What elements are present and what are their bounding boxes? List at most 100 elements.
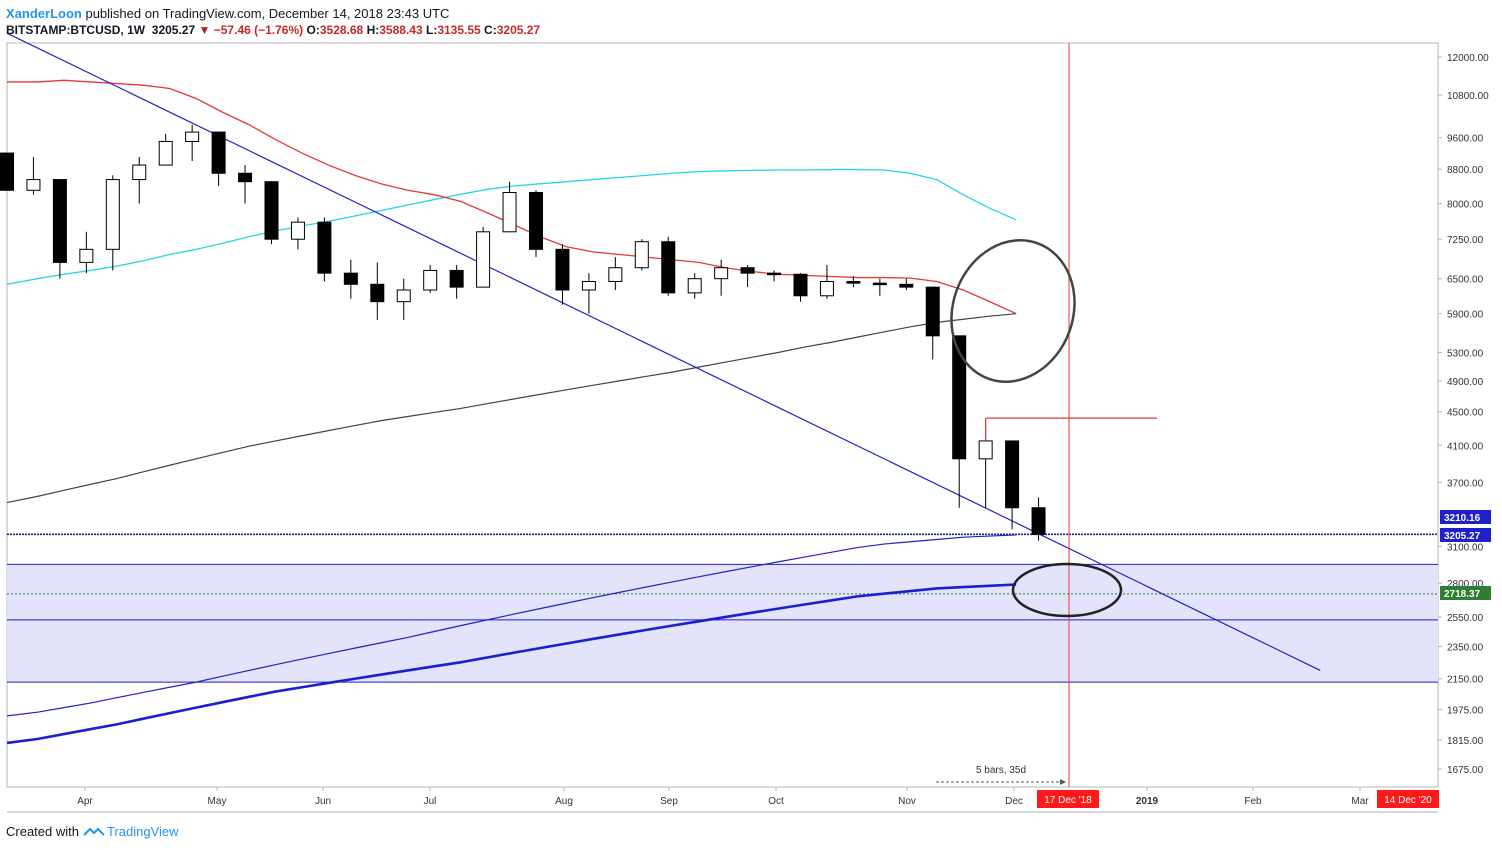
candle	[608, 257, 623, 290]
time-label-bg	[1377, 790, 1439, 808]
candle-body	[290, 221, 305, 240]
publish-header: XanderLoon published on TradingView.com,…	[6, 5, 449, 22]
price-label-bg	[1440, 586, 1491, 600]
time-axis: Apr May Jun Jul Aug Sep Oct Nov Dec 2019 Feb Mar	[77, 787, 1369, 807]
candle-body	[211, 131, 226, 174]
created-with-label: Created with	[6, 824, 79, 839]
candle-body	[502, 191, 517, 233]
candle	[79, 231, 94, 274]
time-label-text: 14 Dec '20	[1384, 795, 1432, 806]
candle	[317, 217, 332, 282]
low-value: 3135.55	[437, 23, 481, 37]
last-price: 3205.27	[151, 23, 196, 37]
price-label-text: 3205.27	[1444, 531, 1481, 542]
author-name[interactable]: XanderLoon	[6, 6, 82, 21]
candle-body	[105, 179, 120, 250]
price-tick-label: 9600.00	[1447, 134, 1484, 145]
candle-body	[1031, 507, 1046, 535]
candle	[343, 259, 358, 299]
price-tick-label: 2550.00	[1447, 613, 1484, 624]
candle	[687, 273, 702, 299]
candle-body	[899, 283, 914, 288]
candle-body	[846, 280, 861, 284]
candle-body	[52, 179, 67, 263]
price-tick-label: 1815.00	[1447, 736, 1484, 747]
candle-body	[396, 289, 411, 303]
price-tick-label: 6500.00	[1447, 275, 1484, 286]
footer: Created with TradingView	[6, 824, 179, 839]
candle	[449, 265, 464, 299]
candle	[740, 265, 755, 288]
candle-body	[925, 286, 940, 337]
ma-blue-thick-line	[6, 583, 1017, 745]
price-tick-label: 10800.00	[1447, 91, 1489, 102]
price-tick-label: 3100.00	[1447, 542, 1484, 553]
price-label-tag: 3210.16	[1440, 510, 1491, 524]
candle	[264, 181, 279, 245]
time-tick-label: Mar	[1351, 796, 1369, 807]
candle	[185, 124, 200, 162]
candle	[502, 181, 517, 233]
candle-body	[423, 269, 438, 291]
plot-frame	[6, 42, 1439, 788]
price-tick-label: 2800.00	[1447, 579, 1484, 590]
candle	[925, 286, 940, 360]
candle-body	[132, 164, 147, 181]
candle-body	[714, 267, 729, 280]
candle-body	[952, 335, 967, 460]
price-label-text: 2718.37	[1444, 589, 1481, 600]
price-tick-label: 1975.00	[1447, 705, 1484, 716]
candle	[767, 270, 782, 282]
candle	[529, 190, 543, 258]
price-tick-label: 1675.00	[1447, 765, 1484, 776]
price-label-text: 3210.16	[1444, 513, 1481, 524]
candle	[714, 259, 729, 296]
measure-arrow-icon	[1060, 779, 1066, 785]
price-label-bg	[1440, 528, 1491, 542]
price-tick-label: 8000.00	[1447, 200, 1484, 211]
candle-body	[238, 172, 253, 183]
time-tick-label: May	[208, 796, 227, 807]
candle	[819, 265, 834, 299]
candle	[899, 278, 914, 290]
low-label: L:	[425, 23, 438, 37]
tradingview-logo-icon	[83, 827, 105, 836]
candle-body	[476, 231, 491, 288]
candle	[846, 275, 861, 288]
candle	[661, 236, 676, 296]
price-label-bg	[1440, 510, 1491, 524]
support-zone	[7, 564, 1438, 683]
candle-body	[449, 269, 464, 288]
time-label-tag: 14 Dec '20	[1377, 790, 1439, 808]
candle	[396, 278, 411, 320]
candle	[52, 179, 67, 279]
price-tick-label: 4100.00	[1447, 441, 1484, 452]
candle-body	[529, 191, 543, 250]
candle-body	[740, 267, 755, 274]
candle-body	[634, 241, 649, 269]
candle-body	[0, 152, 14, 191]
price-label-tag: 3205.27	[1440, 528, 1491, 542]
candle	[370, 262, 385, 320]
candle-body	[1005, 440, 1020, 509]
candle-body	[581, 280, 596, 291]
candle	[238, 165, 253, 204]
price-tick-label: 7250.00	[1447, 235, 1484, 246]
candle	[555, 244, 570, 305]
measure-label: 5 bars, 35d	[976, 765, 1026, 776]
candle	[581, 273, 596, 314]
tradingview-brand[interactable]: TradingView	[106, 824, 179, 839]
candle-body	[793, 273, 808, 297]
candle	[476, 226, 491, 288]
price-tick-label: 8800.00	[1447, 165, 1484, 176]
candle-body	[370, 283, 385, 303]
high-value: 3588.43	[379, 23, 423, 37]
time-label-text: 17 Dec '18	[1044, 795, 1092, 806]
publish-info: published on TradingView.com, December 1…	[85, 6, 450, 21]
candle-body	[687, 278, 702, 294]
price-label-tag: 2718.37	[1440, 586, 1491, 600]
ohlc-legend: BITSTAMP:BTCUSD, 1W 3205.27 ▼ −57.46 (−1…	[6, 22, 540, 38]
price-change: −57.46 (−1.76%)	[213, 23, 304, 37]
ma-dark-line	[6, 313, 1017, 504]
